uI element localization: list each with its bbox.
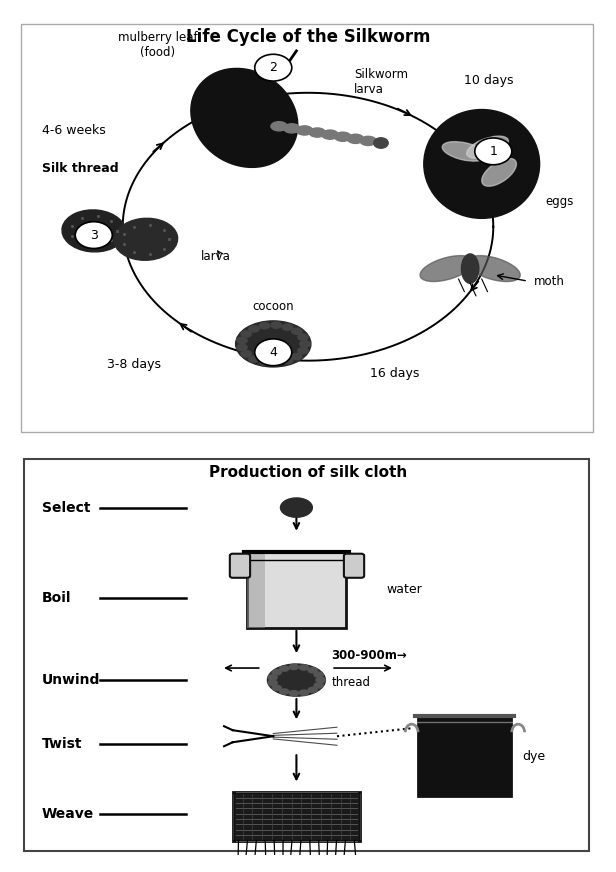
- Ellipse shape: [420, 255, 474, 282]
- Text: 4-6 weeks: 4-6 weeks: [42, 124, 105, 137]
- Ellipse shape: [191, 68, 298, 167]
- FancyBboxPatch shape: [230, 554, 250, 578]
- FancyBboxPatch shape: [418, 716, 511, 796]
- Ellipse shape: [299, 664, 309, 670]
- Ellipse shape: [482, 159, 516, 187]
- Text: Twist: Twist: [42, 737, 82, 752]
- Text: larva: larva: [200, 249, 230, 262]
- Ellipse shape: [259, 359, 270, 365]
- Ellipse shape: [249, 356, 259, 362]
- Text: 16 days: 16 days: [370, 367, 419, 379]
- Ellipse shape: [300, 341, 310, 347]
- Text: 3: 3: [90, 228, 98, 242]
- Ellipse shape: [298, 334, 308, 340]
- Ellipse shape: [424, 110, 540, 218]
- Ellipse shape: [314, 683, 323, 688]
- Ellipse shape: [267, 664, 325, 696]
- Text: moth: moth: [534, 275, 565, 288]
- Circle shape: [75, 221, 112, 249]
- Ellipse shape: [461, 254, 479, 283]
- Ellipse shape: [300, 341, 310, 347]
- Text: eggs: eggs: [545, 195, 573, 208]
- Ellipse shape: [284, 124, 300, 133]
- Text: Silkworm
larva: Silkworm larva: [354, 68, 408, 96]
- Text: 10 days: 10 days: [464, 74, 514, 86]
- Ellipse shape: [360, 136, 376, 146]
- FancyBboxPatch shape: [247, 552, 265, 628]
- Ellipse shape: [280, 689, 289, 694]
- Text: Life Cycle of the Silkworm: Life Cycle of the Silkworm: [186, 28, 430, 46]
- Ellipse shape: [466, 255, 521, 282]
- Ellipse shape: [268, 675, 277, 680]
- Ellipse shape: [290, 664, 299, 670]
- Ellipse shape: [237, 344, 247, 351]
- Ellipse shape: [308, 687, 317, 692]
- Ellipse shape: [259, 323, 270, 329]
- Ellipse shape: [249, 326, 259, 332]
- Ellipse shape: [235, 321, 311, 367]
- Text: Select: Select: [42, 501, 90, 514]
- Ellipse shape: [272, 670, 282, 675]
- FancyBboxPatch shape: [233, 793, 360, 841]
- Ellipse shape: [291, 328, 302, 334]
- Ellipse shape: [241, 330, 251, 337]
- FancyBboxPatch shape: [247, 552, 346, 628]
- Ellipse shape: [271, 122, 287, 131]
- Ellipse shape: [291, 353, 302, 360]
- Ellipse shape: [309, 128, 325, 137]
- Ellipse shape: [322, 130, 338, 140]
- Text: 4: 4: [269, 346, 277, 358]
- Ellipse shape: [280, 498, 312, 517]
- FancyBboxPatch shape: [344, 554, 364, 578]
- Ellipse shape: [237, 337, 247, 344]
- Ellipse shape: [62, 210, 126, 252]
- Ellipse shape: [374, 138, 388, 148]
- Ellipse shape: [467, 136, 508, 158]
- Ellipse shape: [114, 218, 177, 260]
- Text: 1: 1: [489, 145, 497, 158]
- Ellipse shape: [298, 348, 308, 354]
- FancyBboxPatch shape: [22, 24, 593, 432]
- Text: 2: 2: [269, 61, 277, 74]
- Text: Weave: Weave: [42, 807, 94, 821]
- Circle shape: [475, 138, 512, 165]
- Circle shape: [255, 54, 292, 81]
- Text: thread: thread: [331, 676, 370, 689]
- Ellipse shape: [290, 691, 299, 696]
- Text: Boil: Boil: [42, 591, 71, 605]
- Ellipse shape: [334, 133, 351, 141]
- Ellipse shape: [308, 668, 317, 673]
- Ellipse shape: [280, 666, 289, 671]
- Ellipse shape: [442, 141, 487, 161]
- Ellipse shape: [272, 685, 282, 691]
- Ellipse shape: [282, 358, 293, 364]
- Ellipse shape: [271, 322, 282, 328]
- Text: Silk thread: Silk thread: [42, 161, 118, 174]
- Text: water: water: [386, 583, 422, 596]
- Text: mulberry leaf
(food): mulberry leaf (food): [118, 31, 197, 59]
- Circle shape: [255, 339, 292, 365]
- Ellipse shape: [271, 359, 282, 366]
- Ellipse shape: [268, 680, 277, 685]
- Text: Unwind: Unwind: [42, 673, 100, 687]
- Ellipse shape: [347, 134, 363, 143]
- Ellipse shape: [299, 690, 309, 695]
- Text: cocoon: cocoon: [253, 300, 294, 313]
- Text: 300-900m→: 300-900m→: [331, 649, 407, 662]
- Ellipse shape: [241, 351, 251, 357]
- FancyBboxPatch shape: [24, 460, 589, 850]
- Ellipse shape: [296, 126, 313, 135]
- Ellipse shape: [314, 672, 323, 678]
- Text: Production of silk cloth: Production of silk cloth: [209, 466, 407, 480]
- Text: dye: dye: [522, 750, 545, 763]
- Ellipse shape: [316, 678, 325, 683]
- Ellipse shape: [282, 324, 293, 330]
- Ellipse shape: [316, 678, 325, 683]
- Text: 3-8 days: 3-8 days: [107, 358, 161, 371]
